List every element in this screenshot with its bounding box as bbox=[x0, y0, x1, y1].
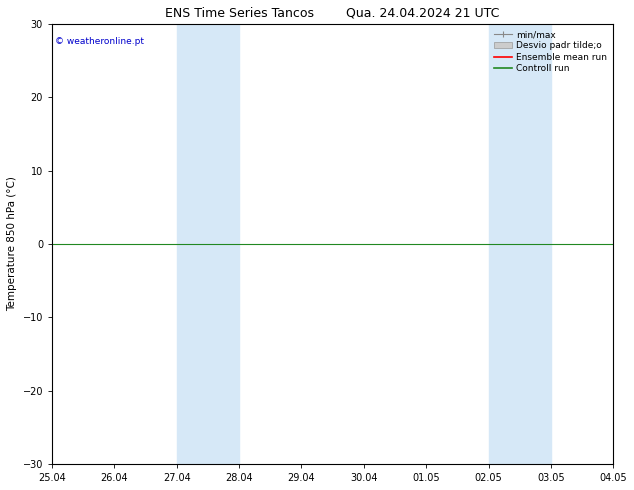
Bar bbox=[489, 24, 551, 464]
Text: © weatheronline.pt: © weatheronline.pt bbox=[55, 37, 144, 46]
Y-axis label: Temperature 850 hPa (°C): Temperature 850 hPa (°C) bbox=[7, 176, 17, 312]
Legend: min/max, Desvio padr tilde;o, Ensemble mean run, Controll run: min/max, Desvio padr tilde;o, Ensemble m… bbox=[493, 28, 609, 75]
Title: ENS Time Series Tancos        Qua. 24.04.2024 21 UTC: ENS Time Series Tancos Qua. 24.04.2024 2… bbox=[165, 7, 500, 20]
Bar bbox=[177, 24, 239, 464]
